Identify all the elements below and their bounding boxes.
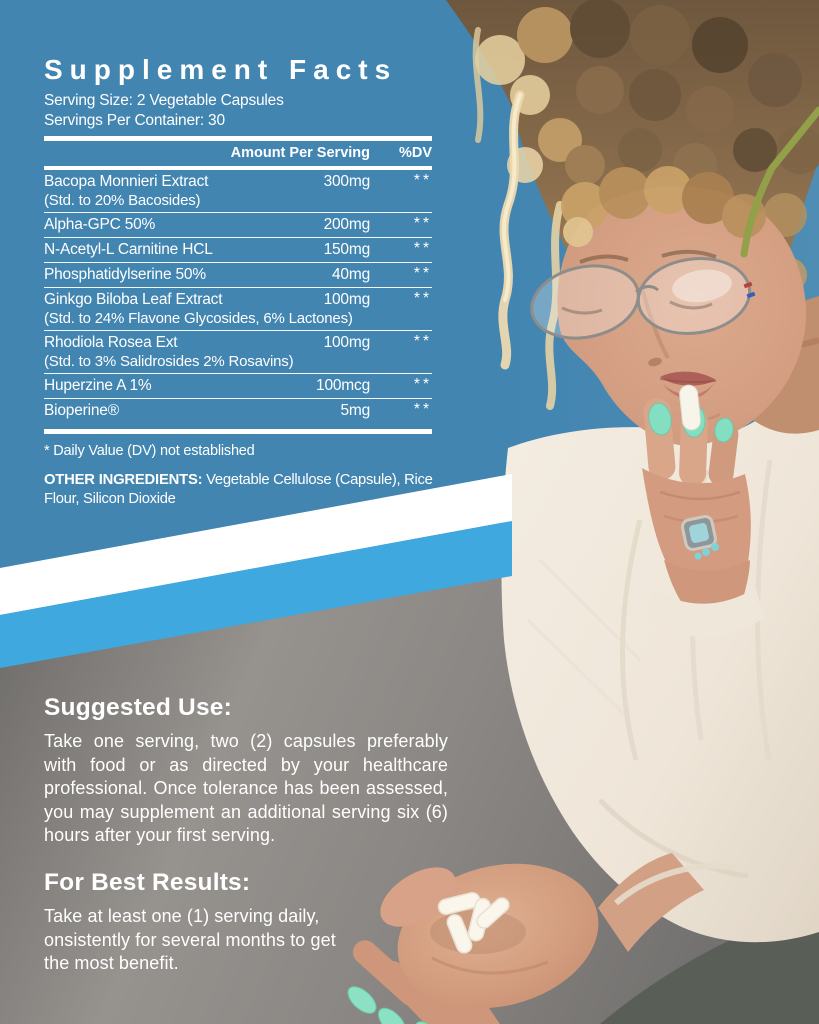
ingredient-row: N-Acetyl-L Carnitine HCL 150mg ** — [44, 238, 432, 263]
white-stripe — [0, 474, 512, 615]
ingredient-amount: 200mg — [323, 216, 371, 233]
eye-right — [669, 300, 713, 310]
suggested-use-title: Suggested Use: — [44, 694, 232, 721]
capsule-at-lips — [679, 384, 701, 431]
facts-rows: Bacopa Monnieri Extract 300mg ** (Std. t… — [44, 170, 432, 423]
ingredient-row: Bacopa Monnieri Extract 300mg ** (Std. t… — [44, 170, 432, 213]
suggested-use-text: Take one serving, two (2) capsules prefe… — [44, 731, 448, 845]
ingredient-row: Ginkgo Biloba Leaf Extract 100mg ** (Std… — [44, 288, 432, 331]
ingredient-dv: ** — [413, 401, 432, 418]
other-ingredients-text: Vegetable Cellulose (Capsule), Rice Flou… — [44, 472, 433, 507]
blue-stripe — [0, 521, 512, 668]
eye-left — [561, 306, 603, 315]
ingredient-dv: ** — [413, 265, 432, 282]
glasses-temple — [740, 106, 819, 258]
divider-thick-bottom — [44, 429, 432, 434]
ingredient-amount: 150mg — [323, 241, 371, 258]
divider-thick-top — [44, 136, 432, 141]
best-results-section: For Best Results: Take at least one (1) … — [44, 869, 366, 976]
ingredient-dv: ** — [413, 172, 432, 189]
nose — [640, 287, 670, 359]
ingredient-dv: ** — [413, 240, 432, 257]
ingredient-name: Alpha-GPC 50% — [44, 216, 156, 233]
servings-per-container: Servings Per Container: 30 — [44, 111, 225, 129]
ingredient-dv: ** — [413, 333, 432, 350]
ingredient-row: Bioperine® 5mg ** — [44, 399, 432, 423]
glasses — [530, 257, 756, 340]
ingredient-name: Bioperine® — [44, 402, 119, 419]
ingredient-name: Ginkgo Biloba Leaf Extract — [44, 291, 223, 308]
ingredient-name: Bacopa Monnieri Extract — [44, 173, 209, 190]
ring — [681, 515, 719, 560]
other-ingredients-label: OTHER INGREDIENTS: — [44, 472, 203, 488]
ingredient-amount: 100mcg — [316, 377, 370, 394]
ingredient-detail: (Std. to 20% Bacosides) — [44, 192, 201, 209]
best-results-text: Take at least one (1) serving daily, ons… — [44, 906, 336, 973]
hand-with-capsule — [642, 384, 764, 638]
palm-with-capsules — [347, 853, 737, 1024]
dv-footnote: * Daily Value (DV) not established — [44, 443, 255, 459]
ingredient-name: Phosphatidylserine 50% — [44, 266, 206, 283]
ingredient-dv: ** — [413, 215, 432, 232]
facts-title: Supplement Facts — [44, 54, 398, 85]
ingredient-amount: 100mg — [323, 334, 371, 351]
ingredient-name: Rhodiola Rosea Ext — [44, 334, 178, 351]
sleeve-cuff — [646, 588, 764, 638]
column-dv: %DV — [398, 145, 432, 161]
supplement-facts-panel: Supplement Facts Serving Size: 2 Vegetab… — [44, 54, 433, 509]
ingredient-name: N-Acetyl-L Carnitine HCL — [44, 241, 213, 258]
ingredient-name: Huperzine A 1% — [44, 377, 152, 394]
lips — [659, 371, 717, 399]
ingredient-amount: 5mg — [340, 402, 370, 419]
divider-under-header — [44, 166, 432, 170]
column-amount-per-serving: Amount Per Serving — [230, 145, 370, 161]
ingredient-row: Rhodiola Rosea Ext 100mg ** (Std. to 3% … — [44, 331, 432, 374]
ingredient-detail: (Std. to 24% Flavone Glycosides, 6% Lact… — [44, 310, 353, 327]
mint-nails — [347, 986, 442, 1024]
forearm — [598, 853, 704, 952]
ingredient-dv: ** — [413, 376, 432, 393]
best-results-title: For Best Results: — [44, 869, 251, 896]
ingredient-amount: 100mg — [323, 291, 371, 308]
capsules-in-palm — [437, 891, 510, 954]
ingredient-amount: 300mg — [323, 173, 371, 190]
ingredient-row: Alpha-GPC 50% 200mg ** — [44, 213, 432, 238]
serving-size: Serving Size: 2 Vegetable Capsules — [44, 92, 284, 109]
ingredient-row: Phosphatidylserine 50% 40mg ** — [44, 263, 432, 288]
ingredient-row: Huperzine A 1% 100mcg ** — [44, 374, 432, 399]
thumb — [380, 867, 456, 927]
ingredient-amount: 40mg — [332, 266, 370, 283]
ingredient-detail: (Std. to 3% Salidrosides 2% Rosavins) — [44, 353, 294, 370]
suggested-use-section: Suggested Use: Take one serving, two (2)… — [44, 694, 448, 848]
other-ingredients: OTHER INGREDIENTS: Vegetable Cellulose (… — [44, 471, 448, 509]
ingredient-dv: ** — [413, 290, 432, 307]
facts-header-row: Amount Per Serving %DV — [44, 141, 432, 166]
